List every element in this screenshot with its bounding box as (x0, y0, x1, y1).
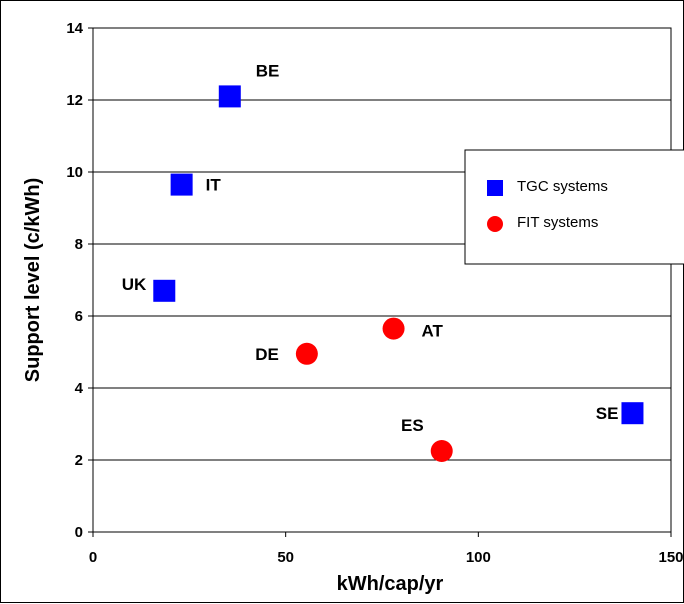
y-axis-title: Support level (c/kWh) (22, 178, 44, 382)
legend-label: TGC systems (517, 178, 608, 195)
point-label-de: DE (255, 345, 279, 364)
x-tick-label: 0 (89, 549, 97, 566)
tgc-point-be (218, 85, 241, 108)
y-tick-label: 12 (66, 92, 83, 109)
plot-area (92, 27, 672, 533)
x-tick-label: 100 (466, 549, 491, 566)
y-tick-label: 6 (75, 308, 83, 325)
x-tick-label: 150 (658, 549, 683, 566)
y-tick-label: 2 (75, 452, 83, 469)
y-tick-label: 8 (75, 236, 83, 253)
point-label-it: IT (206, 176, 222, 195)
point-label-se: SE (596, 404, 619, 423)
x-tick-label: 50 (277, 549, 294, 566)
legend-marker-square (487, 180, 503, 196)
point-label-be: BE (256, 61, 280, 80)
legend-marker-circle (487, 216, 503, 232)
fit-point-es (430, 440, 453, 462)
legend-label: FIT systems (517, 214, 598, 231)
y-tick-label: 14 (66, 20, 83, 37)
data-points: BE IT UK SE AT DE ES (122, 61, 644, 462)
tgc-point-se (621, 402, 644, 425)
x-tick-labels: 0 50 100 150 (89, 532, 684, 566)
point-label-uk: UK (122, 275, 147, 294)
point-label-es: ES (401, 416, 424, 435)
fit-point-at (382, 317, 405, 340)
gridlines (88, 27, 671, 533)
legend-box (464, 149, 684, 265)
legend: TGC systems FIT systems (464, 149, 684, 265)
fit-point-de (295, 342, 318, 365)
y-tick-labels: 0 2 4 6 8 10 12 14 (66, 20, 83, 541)
point-label-at: AT (422, 322, 444, 341)
x-axis-title: kWh/cap/yr (337, 573, 444, 595)
tgc-point-it (170, 173, 193, 196)
y-tick-label: 4 (75, 380, 84, 397)
tgc-point-uk (153, 279, 176, 302)
y-tick-label: 0 (75, 524, 83, 541)
y-tick-label: 10 (66, 164, 83, 181)
